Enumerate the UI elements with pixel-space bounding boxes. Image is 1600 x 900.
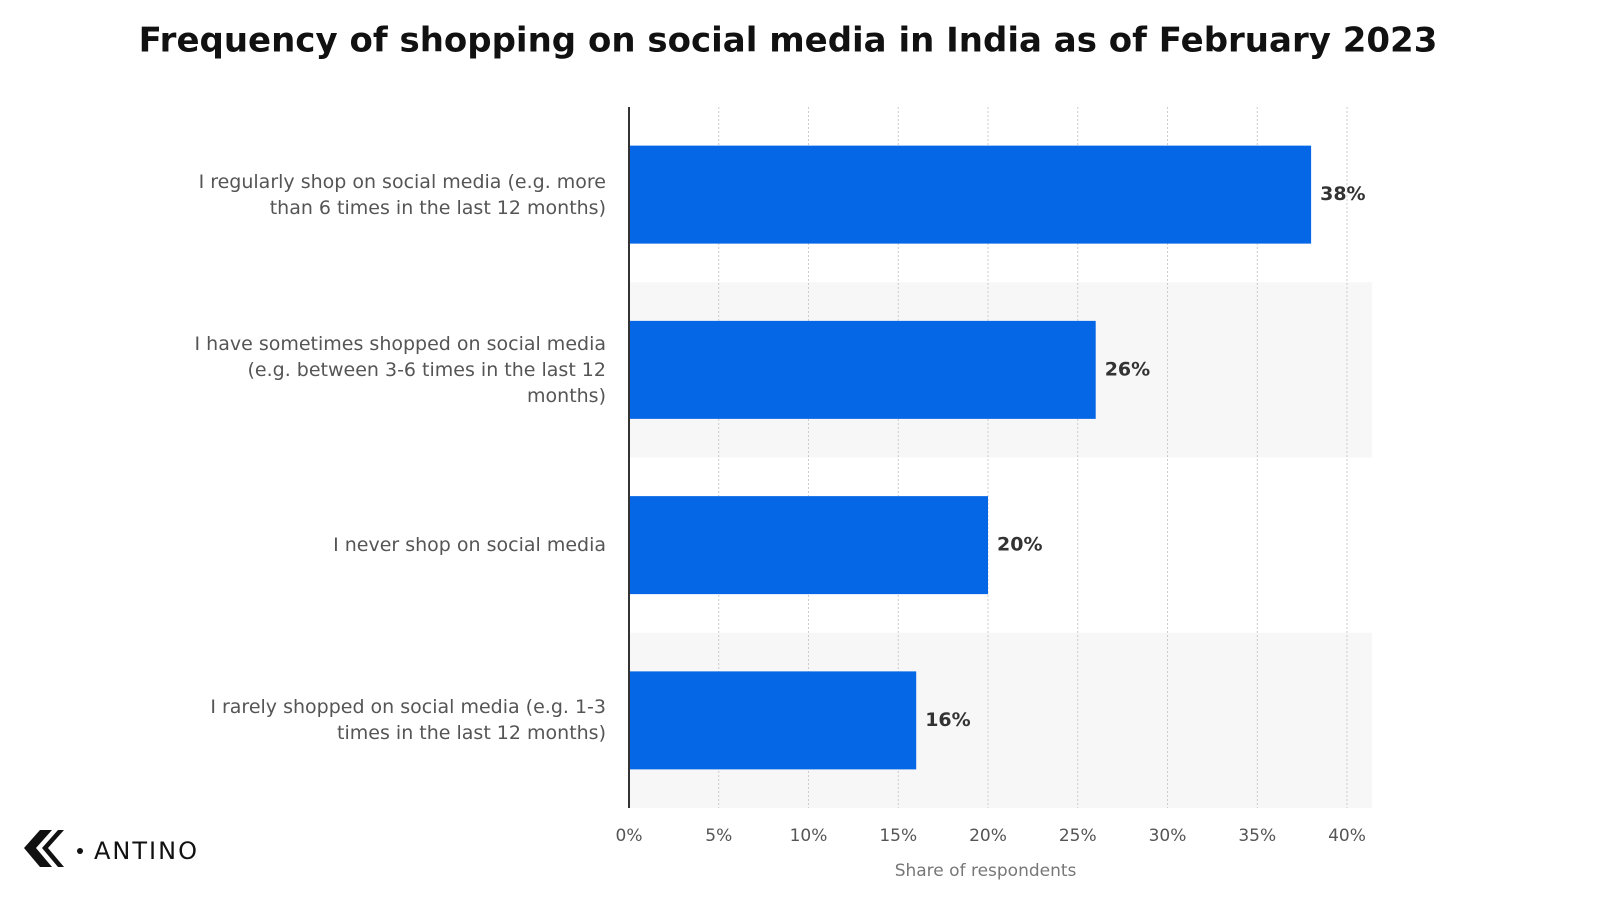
y-tick-label: I rarely shopped on social media (e.g. 1… [210, 696, 606, 745]
x-tick-label: 30% [1149, 826, 1187, 846]
bar [629, 671, 917, 770]
x-tick-label: 10% [790, 826, 828, 846]
y-tick-label: I have sometimes shopped on social media… [194, 332, 606, 407]
y-tick-label: I regularly shop on social media (e.g. m… [198, 170, 606, 219]
x-tick-label: 0% [616, 826, 643, 846]
logo-text: ANTINO [94, 837, 199, 865]
x-tick-label: 35% [1238, 826, 1276, 846]
x-tick-label: 5% [705, 826, 732, 846]
logo-mark [24, 830, 83, 867]
x-tick-label: 25% [1059, 826, 1097, 846]
value-label: 26% [1105, 358, 1150, 380]
bar [629, 496, 988, 595]
chart-title: Frequency of shopping on social media in… [139, 21, 1438, 61]
x-tick-label: 40% [1328, 826, 1366, 846]
value-label: 38% [1320, 183, 1365, 205]
x-tick-label: 15% [879, 826, 917, 846]
x-axis-label: Share of respondents [895, 861, 1077, 881]
value-label: 16% [925, 709, 970, 731]
value-label: 20% [997, 534, 1042, 556]
x-tick-label: 20% [969, 826, 1007, 846]
bar [629, 320, 1096, 419]
bar [629, 145, 1312, 244]
y-tick-label: I never shop on social media [333, 534, 606, 557]
